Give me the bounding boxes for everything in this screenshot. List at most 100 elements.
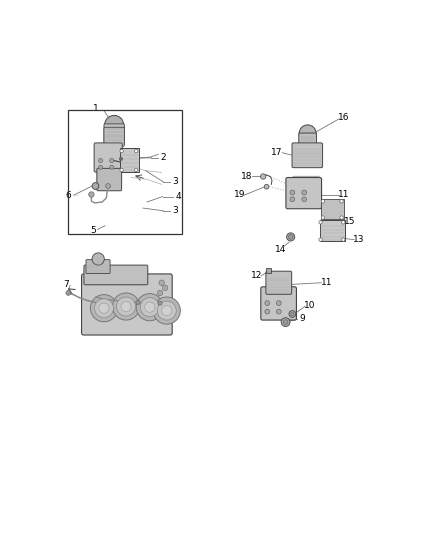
Text: 17: 17 bbox=[271, 148, 283, 157]
FancyBboxPatch shape bbox=[81, 274, 172, 335]
Text: 6: 6 bbox=[65, 191, 71, 200]
Circle shape bbox=[120, 168, 124, 172]
Circle shape bbox=[302, 190, 307, 195]
FancyBboxPatch shape bbox=[94, 143, 122, 172]
Text: 18: 18 bbox=[241, 172, 253, 181]
Text: 4: 4 bbox=[175, 192, 181, 201]
Circle shape bbox=[276, 301, 281, 305]
Circle shape bbox=[121, 302, 131, 312]
Circle shape bbox=[119, 157, 123, 160]
Circle shape bbox=[290, 190, 295, 195]
Circle shape bbox=[340, 216, 343, 219]
Text: 5: 5 bbox=[90, 261, 95, 270]
Circle shape bbox=[319, 221, 322, 224]
FancyBboxPatch shape bbox=[104, 124, 124, 144]
Circle shape bbox=[99, 158, 102, 163]
Text: 15: 15 bbox=[344, 217, 356, 226]
FancyBboxPatch shape bbox=[293, 184, 319, 188]
FancyBboxPatch shape bbox=[292, 143, 322, 168]
FancyBboxPatch shape bbox=[293, 188, 319, 192]
FancyBboxPatch shape bbox=[286, 177, 321, 209]
Bar bbox=[321, 199, 344, 219]
Text: 11: 11 bbox=[338, 190, 350, 199]
Circle shape bbox=[134, 168, 138, 172]
FancyBboxPatch shape bbox=[293, 176, 319, 180]
Circle shape bbox=[88, 192, 94, 197]
Circle shape bbox=[286, 233, 295, 241]
Circle shape bbox=[290, 197, 295, 201]
Circle shape bbox=[99, 165, 102, 169]
Circle shape bbox=[342, 221, 345, 224]
Text: 10: 10 bbox=[304, 301, 316, 310]
Text: 12: 12 bbox=[251, 271, 263, 280]
Circle shape bbox=[92, 253, 104, 265]
Circle shape bbox=[136, 301, 140, 304]
Text: 14: 14 bbox=[275, 245, 286, 254]
Circle shape bbox=[157, 290, 162, 296]
Bar bbox=[120, 148, 138, 172]
Circle shape bbox=[92, 183, 99, 189]
Circle shape bbox=[264, 184, 269, 189]
Circle shape bbox=[291, 312, 294, 316]
Circle shape bbox=[302, 197, 307, 201]
Circle shape bbox=[321, 216, 325, 219]
Circle shape bbox=[283, 320, 288, 325]
FancyBboxPatch shape bbox=[84, 265, 148, 285]
Circle shape bbox=[265, 301, 270, 305]
Text: 11: 11 bbox=[321, 278, 332, 287]
Circle shape bbox=[106, 184, 110, 188]
Circle shape bbox=[140, 297, 159, 317]
Text: 9: 9 bbox=[299, 314, 305, 323]
Circle shape bbox=[321, 199, 325, 203]
Circle shape bbox=[162, 305, 172, 316]
Circle shape bbox=[265, 309, 270, 314]
Circle shape bbox=[281, 318, 290, 327]
Circle shape bbox=[159, 280, 164, 286]
FancyBboxPatch shape bbox=[97, 168, 122, 191]
Circle shape bbox=[95, 298, 113, 318]
Text: 7: 7 bbox=[63, 280, 68, 289]
Circle shape bbox=[157, 301, 176, 320]
Circle shape bbox=[105, 115, 124, 134]
Circle shape bbox=[117, 297, 135, 316]
Circle shape bbox=[153, 297, 180, 324]
Bar bbox=[68, 110, 182, 233]
Circle shape bbox=[340, 199, 343, 203]
Circle shape bbox=[145, 302, 155, 312]
Circle shape bbox=[134, 149, 138, 153]
Text: 8: 8 bbox=[117, 295, 123, 304]
FancyBboxPatch shape bbox=[261, 287, 297, 320]
Circle shape bbox=[162, 285, 168, 290]
Circle shape bbox=[289, 311, 296, 317]
Circle shape bbox=[113, 293, 140, 320]
Circle shape bbox=[136, 294, 163, 321]
Circle shape bbox=[288, 235, 293, 239]
FancyBboxPatch shape bbox=[293, 180, 319, 184]
Text: 5: 5 bbox=[90, 227, 95, 235]
Circle shape bbox=[276, 309, 281, 314]
Bar bbox=[265, 268, 271, 272]
Circle shape bbox=[299, 125, 316, 142]
Circle shape bbox=[120, 149, 124, 153]
Circle shape bbox=[261, 174, 266, 179]
Circle shape bbox=[66, 290, 71, 295]
Text: 13: 13 bbox=[353, 235, 364, 244]
Circle shape bbox=[110, 158, 114, 163]
FancyBboxPatch shape bbox=[104, 127, 124, 146]
Bar bbox=[320, 220, 345, 241]
Text: 16: 16 bbox=[338, 112, 349, 122]
FancyBboxPatch shape bbox=[86, 260, 110, 273]
Text: 2: 2 bbox=[160, 152, 166, 161]
FancyBboxPatch shape bbox=[293, 192, 319, 197]
Circle shape bbox=[158, 301, 162, 305]
Text: 1: 1 bbox=[92, 104, 99, 114]
Text: 3: 3 bbox=[173, 177, 178, 186]
FancyBboxPatch shape bbox=[299, 133, 317, 146]
Text: 3: 3 bbox=[173, 206, 178, 215]
Text: 19: 19 bbox=[233, 190, 245, 199]
Circle shape bbox=[90, 295, 117, 322]
FancyBboxPatch shape bbox=[266, 271, 292, 294]
Circle shape bbox=[319, 238, 322, 241]
Circle shape bbox=[342, 238, 345, 241]
Circle shape bbox=[110, 165, 114, 169]
